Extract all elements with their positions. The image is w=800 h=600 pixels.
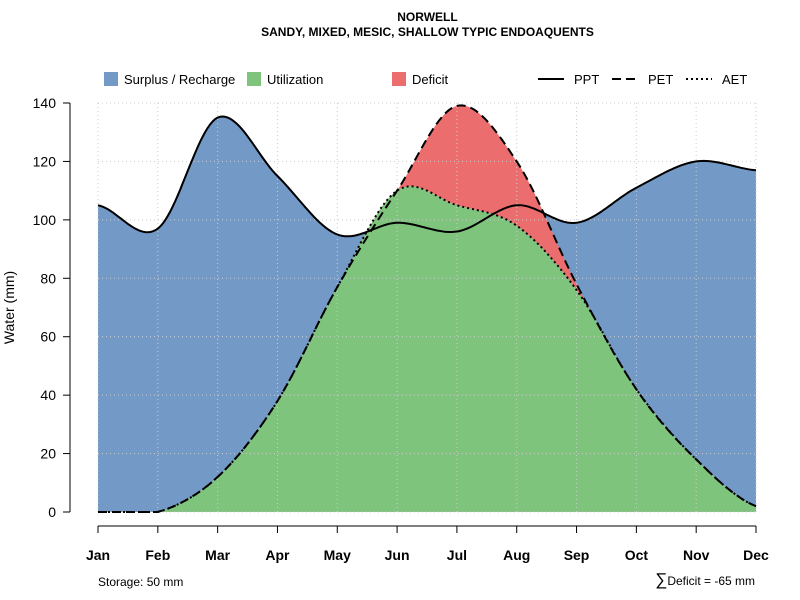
x-tick-label: Dec <box>743 547 769 563</box>
legend-swatch-0 <box>104 72 118 86</box>
y-tick-label: 80 <box>40 270 56 286</box>
y-axis-label: Water (mm) <box>1 271 17 344</box>
x-tick-label: Jul <box>447 547 467 563</box>
y-tick-label: 120 <box>33 153 57 169</box>
legend-swatch-2 <box>392 72 406 86</box>
chart-title: NORWELL <box>397 10 458 24</box>
x-tick-label: Jun <box>385 547 410 563</box>
legend-swatch-1 <box>247 72 261 86</box>
x-tick-label: Feb <box>145 547 170 563</box>
legend-label-0: Surplus / Recharge <box>124 72 235 87</box>
legend-label-3: PPT <box>574 72 599 87</box>
deficit-sum-text: Deficit = -65 mm <box>667 574 755 588</box>
y-tick-label: 60 <box>40 329 56 345</box>
deficit-area <box>98 105 756 513</box>
x-tick-label: Apr <box>265 547 290 563</box>
utilization-area <box>98 186 756 513</box>
legend-label-5: AET <box>722 72 747 87</box>
x-tick-label: Sep <box>564 547 590 563</box>
y-tick-label: 0 <box>48 504 56 520</box>
y-tick-label: 40 <box>40 387 56 403</box>
series-line-aet <box>98 185 757 513</box>
y-tick-label: 20 <box>40 446 56 462</box>
y-tick-label: 140 <box>33 95 57 111</box>
series-line-ppt <box>97 115 757 238</box>
legend-label-1: Utilization <box>267 72 323 87</box>
legend-label-2: Deficit <box>412 72 449 87</box>
x-tick-label: Oct <box>625 547 649 563</box>
legend-label-4: PET <box>648 72 673 87</box>
x-tick-label: May <box>324 547 351 563</box>
x-tick-label: Mar <box>205 547 230 563</box>
storage-label: Storage: 50 mm <box>98 575 184 589</box>
sigma-icon: ∑ <box>655 570 668 589</box>
x-tick-label: Jan <box>86 547 110 563</box>
deficit-sum-label: ∑Deficit = -65 mm <box>655 570 755 590</box>
x-tick-label: Nov <box>683 547 710 563</box>
chart-subtitle: SANDY, MIXED, MESIC, SHALLOW TYPIC ENDOA… <box>261 25 594 39</box>
y-tick-label: 100 <box>33 212 57 228</box>
x-tick-label: Aug <box>503 547 530 563</box>
